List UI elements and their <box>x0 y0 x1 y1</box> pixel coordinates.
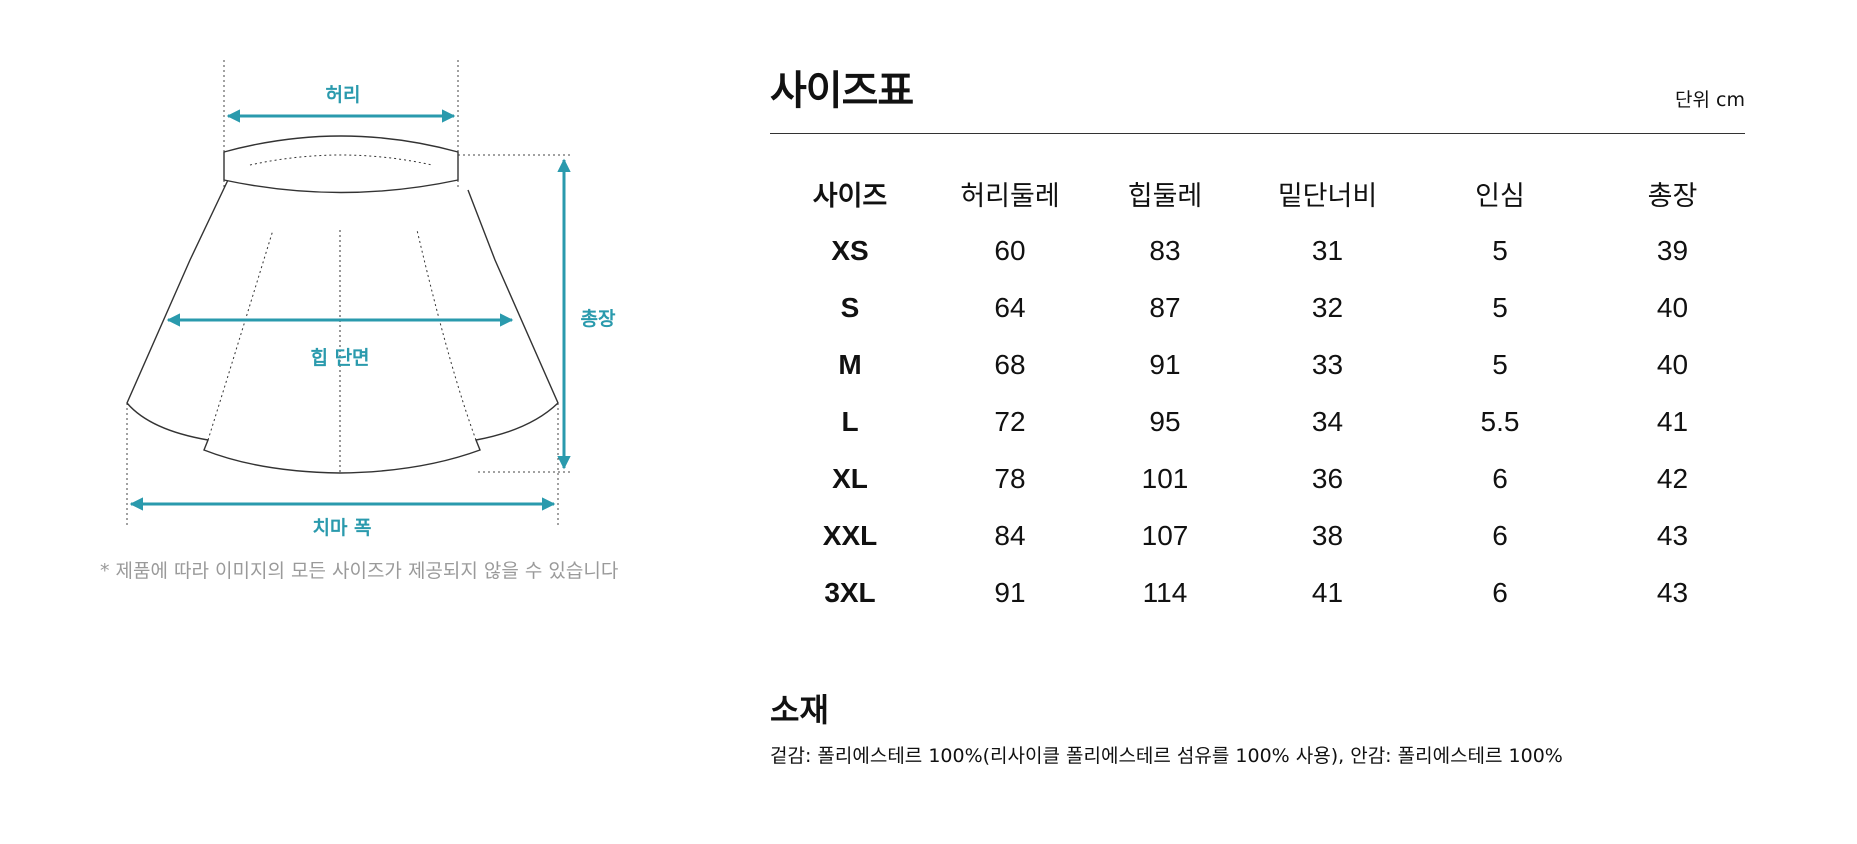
cell-inseam: 6 <box>1492 576 1508 608</box>
size-note: * 제품에 따라 이미지의 모든 사이즈가 제공되지 않을 수 있습니다 <box>100 560 619 582</box>
cell-hem: 36 <box>1311 462 1344 494</box>
cell-size: XS <box>831 234 869 266</box>
cell-waist: 91 <box>994 576 1026 608</box>
waist-label: 허리 <box>325 84 361 106</box>
table-row: XXL 84 107 38 6 43 <box>770 507 1760 564</box>
cell-size: XL <box>832 462 868 494</box>
cell-waist: 64 <box>994 291 1026 323</box>
cell-hip: 91 <box>1149 348 1181 380</box>
cell-inseam: 5 <box>1492 234 1508 266</box>
hip-label: 힙 단면 <box>310 347 370 369</box>
size-table: 사이즈 허리둘레 힙둘레 밑단너비 인심 총장 XS 60 83 31 5 39… <box>770 165 1760 621</box>
cell-hip: 83 <box>1149 234 1181 266</box>
size-chart-title: 사이즈표 <box>770 68 914 114</box>
cell-waist: 78 <box>994 462 1026 494</box>
table-row: L 72 95 34 5.5 41 <box>770 393 1760 450</box>
header-inseam: 인심 <box>1475 181 1525 212</box>
cell-size: L <box>841 405 859 437</box>
cell-length: 40 <box>1656 348 1689 380</box>
cell-size: M <box>838 348 862 380</box>
cell-size: S <box>840 291 860 323</box>
material-title: 소재 <box>770 691 829 729</box>
cell-hem: 41 <box>1311 576 1344 608</box>
cell-inseam: 5.5 <box>1480 405 1520 437</box>
cell-length: 42 <box>1656 462 1689 494</box>
unit-label: 단위 cm <box>1675 89 1745 111</box>
cell-waist: 68 <box>994 348 1026 380</box>
cell-waist: 72 <box>994 405 1026 437</box>
cell-inseam: 5 <box>1492 348 1508 380</box>
cell-hip: 87 <box>1149 291 1181 323</box>
skirt-diagram: 허리 총장 힙 단면 치마 폭 <box>90 40 650 600</box>
cell-inseam: 6 <box>1492 519 1508 551</box>
cell-length: 39 <box>1656 234 1689 266</box>
cell-length: 40 <box>1656 291 1689 323</box>
measurement-arrows <box>129 109 571 511</box>
cell-waist: 84 <box>994 519 1026 551</box>
cell-hip: 107 <box>1141 519 1189 551</box>
cell-hip: 114 <box>1142 576 1188 608</box>
material-text: 겉감: 폴리에스테르 100%(리사이클 폴리에스테르 섬유를 100% 사용)… <box>770 745 1563 767</box>
cell-hem: 32 <box>1311 291 1344 323</box>
table-row: M 68 91 33 5 40 <box>770 336 1760 393</box>
cell-hem: 33 <box>1311 348 1344 380</box>
cell-inseam: 5 <box>1492 291 1508 323</box>
cell-hem: 31 <box>1311 234 1344 266</box>
cell-length: 43 <box>1656 576 1689 608</box>
cell-hem: 38 <box>1311 519 1344 551</box>
table-row: 3XL 91 114 41 6 43 <box>770 564 1760 621</box>
cell-size: XXL <box>822 519 878 551</box>
cell-hip: 101 <box>1141 462 1189 494</box>
table-row: S 64 87 32 5 40 <box>770 279 1760 336</box>
skirt-outline <box>126 135 559 474</box>
skirt-illustration <box>126 60 571 525</box>
table-header-row: 사이즈 허리둘레 힙둘레 밑단너비 인심 총장 <box>770 165 1760 222</box>
header-hip: 힙둘레 <box>1127 181 1203 212</box>
cell-hem: 34 <box>1311 405 1344 437</box>
cell-inseam: 6 <box>1492 462 1508 494</box>
cell-length: 41 <box>1656 405 1689 437</box>
header-size: 사이즈 <box>812 181 888 212</box>
table-row: XS 60 83 31 5 39 <box>770 222 1760 279</box>
cell-size: 3XL <box>824 576 876 608</box>
divider <box>770 133 1745 134</box>
table-row: XL 78 101 36 6 42 <box>770 450 1760 507</box>
header-hem: 밑단너비 <box>1277 181 1378 212</box>
length-label: 총장 <box>580 308 616 330</box>
cell-waist: 60 <box>994 234 1026 266</box>
header-waist: 허리둘레 <box>960 181 1060 212</box>
cell-length: 43 <box>1656 519 1689 551</box>
hem-label: 치마 폭 <box>312 517 372 539</box>
header-length: 총장 <box>1647 181 1698 212</box>
cell-hip: 95 <box>1149 405 1181 437</box>
